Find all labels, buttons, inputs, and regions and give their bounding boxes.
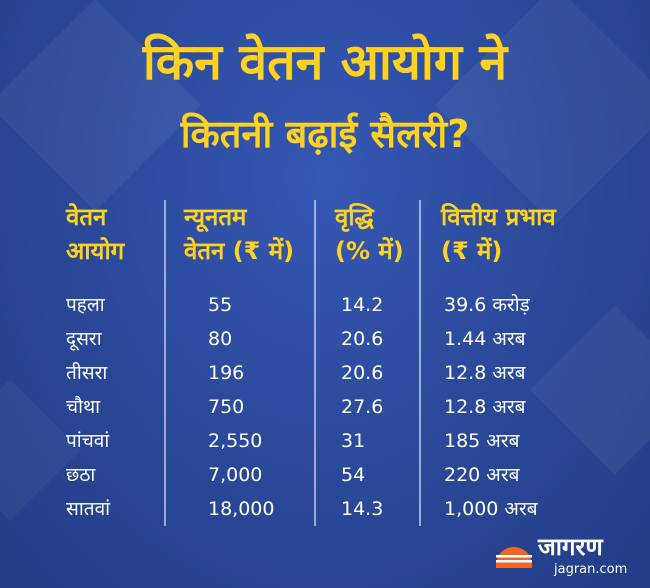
table-row: सातवां 18,000 14.3 1,000 अरब bbox=[0, 492, 650, 526]
cell-financial-impact: 39.6 करोड़ bbox=[444, 294, 530, 316]
header-line: वेतन bbox=[66, 203, 107, 231]
rising-sun-icon bbox=[496, 547, 532, 568]
cell-min-salary: 18,000 bbox=[208, 498, 275, 520]
header-commission: वेतन आयोग bbox=[66, 200, 124, 268]
table-row: तीसरा 196 20.6 12.8 अरब bbox=[0, 356, 650, 390]
header-line: न्यूनतम bbox=[184, 203, 247, 231]
cell-commission: सातवां bbox=[66, 498, 111, 520]
table-row: चौथा 750 27.6 12.8 अरब bbox=[0, 390, 650, 424]
cell-increase: 27.6 bbox=[341, 396, 384, 418]
header-line: वृद्धि bbox=[335, 203, 374, 231]
cell-increase: 54 bbox=[341, 464, 366, 486]
cell-increase: 31 bbox=[341, 430, 366, 452]
header-line: (% में) bbox=[335, 237, 404, 265]
cell-min-salary: 55 bbox=[208, 294, 233, 316]
cell-commission: दूसरा bbox=[66, 328, 102, 350]
table-row: पहला 55 14.2 39.6 करोड़ bbox=[0, 288, 650, 322]
cell-commission: पहला bbox=[66, 294, 105, 316]
cell-commission: पांचवां bbox=[66, 430, 110, 452]
table-row: छठा 7,000 54 220 अरब bbox=[0, 458, 650, 492]
cell-financial-impact: 1.44 अरब bbox=[444, 328, 526, 350]
table-row: पांचवां 2,550 31 185 अरब bbox=[0, 424, 650, 458]
cell-increase: 14.2 bbox=[341, 294, 384, 316]
header-line: वेतन (₹ में) bbox=[184, 237, 295, 265]
cell-commission: छठा bbox=[66, 464, 96, 486]
cell-min-salary: 80 bbox=[208, 328, 233, 350]
title-line-1: किन वेतन आयोग ने bbox=[142, 33, 508, 91]
cell-financial-impact: 12.8 अरब bbox=[444, 396, 526, 418]
cell-min-salary: 196 bbox=[208, 362, 245, 384]
cell-financial-impact: 185 अरब bbox=[444, 430, 520, 452]
cell-commission: चौथा bbox=[66, 396, 101, 418]
header-increase: वृद्धि (% में) bbox=[335, 200, 404, 268]
header-line: (₹ में) bbox=[441, 237, 503, 265]
cell-increase: 20.6 bbox=[341, 328, 384, 350]
table-row: दूसरा 80 20.6 1.44 अरब bbox=[0, 322, 650, 356]
cell-increase: 20.6 bbox=[341, 362, 384, 384]
header-min-salary: न्यूनतम वेतन (₹ में) bbox=[184, 200, 294, 268]
cell-min-salary: 7,000 bbox=[208, 464, 263, 486]
header-line: वित्तीय प्रभाव bbox=[441, 203, 556, 231]
title-line-2: कितनी बढ़ाई सैलरी? bbox=[180, 112, 470, 156]
column-divider bbox=[164, 200, 166, 526]
cell-min-salary: 750 bbox=[208, 396, 245, 418]
header-line: आयोग bbox=[66, 237, 125, 265]
column-divider bbox=[419, 200, 421, 526]
cell-commission: तीसरा bbox=[66, 362, 108, 384]
cell-financial-impact: 220 अरब bbox=[444, 464, 520, 486]
jagran-logo: जागरण jagran.com bbox=[494, 531, 644, 581]
cell-financial-impact: 12.8 अरब bbox=[444, 362, 526, 384]
header-financial-impact: वित्तीय प्रभाव (₹ में) bbox=[441, 200, 556, 268]
cell-increase: 14.3 bbox=[341, 498, 384, 520]
logo-url: jagran.com bbox=[554, 562, 628, 577]
cell-financial-impact: 1,000 अरब bbox=[444, 498, 538, 520]
logo-wordmark: जागरण bbox=[538, 533, 603, 561]
column-divider bbox=[314, 200, 316, 526]
cell-min-salary: 2,550 bbox=[208, 430, 263, 452]
